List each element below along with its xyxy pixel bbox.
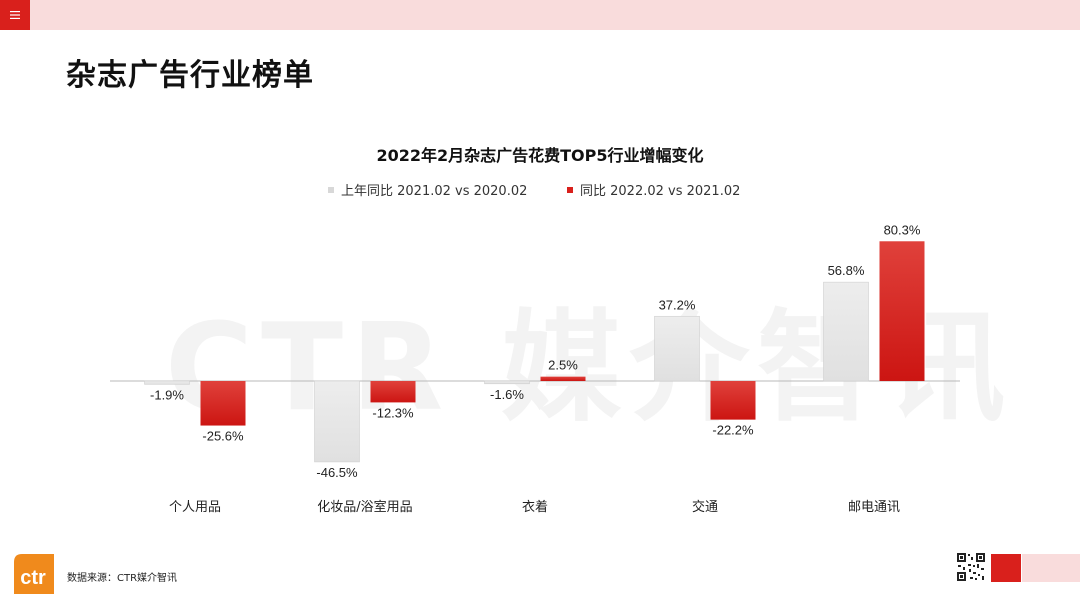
legend-item-prev-year: 上年同比 2021.02 vs 2020.02 [328, 180, 527, 199]
chart-title: 2022年2月杂志广告花费TOP5行业增幅变化 [376, 146, 704, 165]
legend-swatch [567, 186, 573, 193]
category-label: 交通 [692, 499, 718, 515]
ctr-logo: ctr ® [14, 554, 54, 594]
legend-label: 同比 2022.02 vs 2021.02 [580, 184, 741, 199]
bar-current-year [200, 381, 246, 426]
legend-label: 上年同比 2021.02 vs 2020.02 [341, 184, 528, 199]
bar-prev-year [823, 281, 869, 382]
category-label: 衣着 [522, 499, 548, 515]
category-label: 个人用品 [169, 500, 221, 515]
data-label: -46.5% [316, 465, 358, 480]
data-label: -22.2% [712, 423, 754, 438]
bar-current-year [879, 241, 925, 381]
menu-button[interactable] [0, 0, 30, 30]
bar-prev-year [654, 315, 700, 382]
footer-accent-pink [1022, 554, 1080, 582]
category-label: 邮电通讯 [848, 500, 900, 515]
legend-item-current-year: 同比 2022.02 vs 2021.02 [567, 180, 740, 199]
legend-swatch [328, 186, 334, 193]
data-label: 2.5% [548, 358, 578, 373]
bar-current-year [370, 381, 416, 403]
bar-prev-year [484, 380, 530, 385]
bar-prev-year [314, 380, 360, 463]
bar-prev-year [144, 380, 190, 385]
data-label: -12.3% [372, 405, 414, 420]
data-label: -1.9% [150, 387, 184, 402]
bar-current-year [540, 376, 586, 381]
data-label: 37.2% [659, 297, 696, 312]
qr-code-icon [956, 552, 986, 582]
logo-text: ctr [20, 567, 46, 589]
data-label: -1.6% [490, 387, 524, 402]
data-source: 数据来源：CTR媒介智讯 [67, 573, 178, 584]
page-title: 杂志广告行业榜单 [66, 58, 314, 93]
bar-current-year [710, 381, 756, 420]
hamburger-menu-icon [10, 11, 20, 19]
footer-accent-red [991, 554, 1021, 582]
chart-legend: 上年同比 2021.02 vs 2020.02 同比 2022.02 vs 20… [0, 180, 1080, 199]
data-label: 56.8% [828, 263, 865, 278]
category-label: 化妆品/浴室用品 [317, 499, 412, 515]
top-bar [0, 0, 1080, 30]
data-label: 80.3% [884, 222, 921, 237]
data-label: -25.6% [202, 429, 244, 444]
